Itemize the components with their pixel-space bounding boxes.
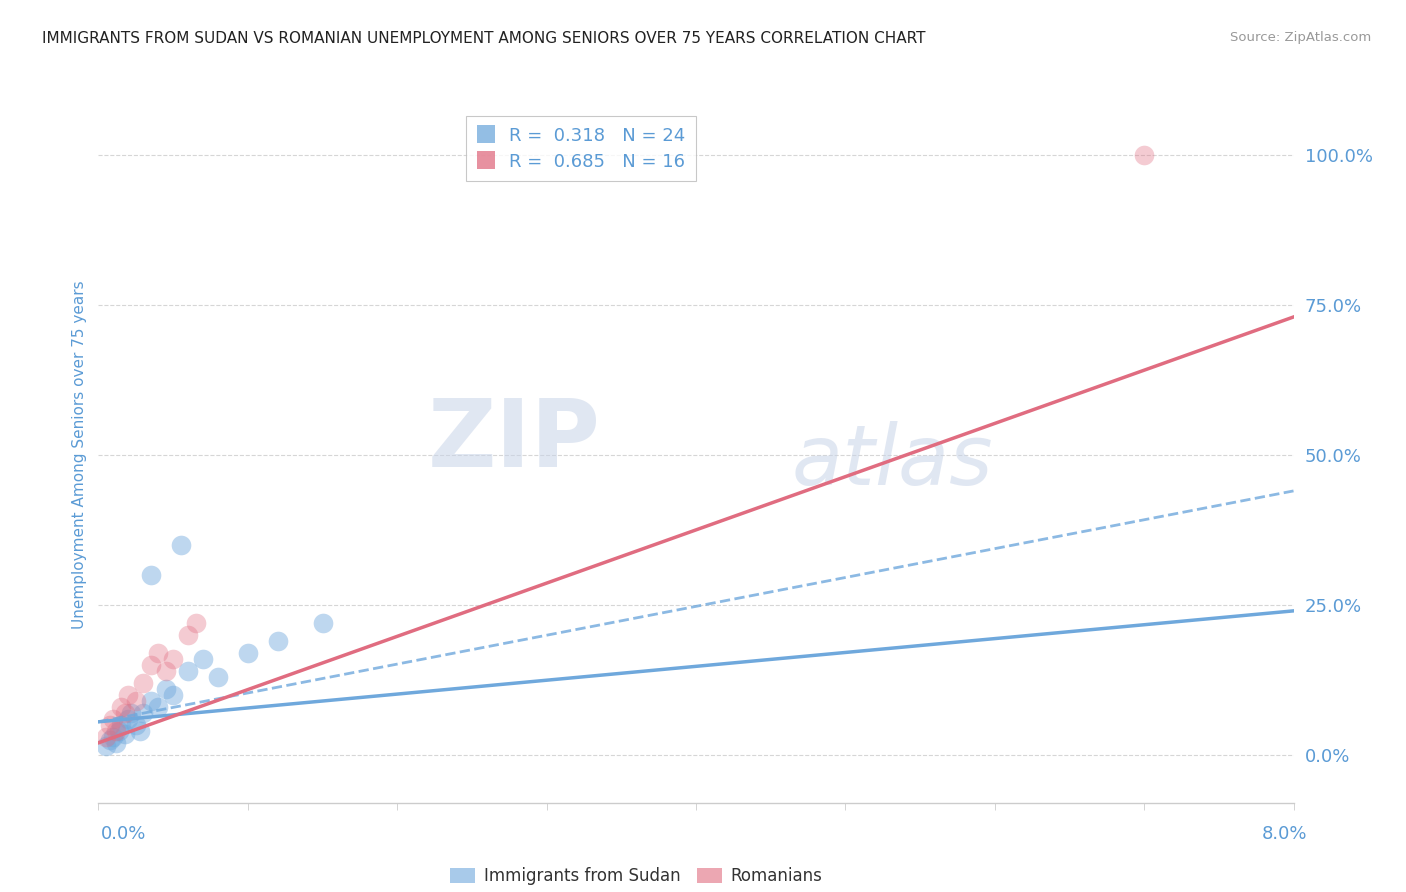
Text: 0.0%: 0.0%: [101, 825, 146, 843]
Point: [117, 688, 139, 702]
Point: [94, 730, 117, 744]
Point: [155, 681, 177, 696]
Point: [125, 718, 148, 732]
Text: ZIP: ZIP: [427, 395, 600, 487]
Point: [139, 567, 162, 582]
Point: [103, 712, 125, 726]
Point: [129, 723, 152, 738]
Point: [98, 718, 122, 732]
Point: [120, 706, 142, 720]
Text: Source: ZipAtlas.com: Source: ZipAtlas.com: [1230, 31, 1371, 45]
Point: [105, 723, 128, 738]
Point: [1133, 148, 1156, 162]
Point: [110, 718, 132, 732]
Point: [311, 615, 333, 630]
Point: [108, 723, 131, 738]
Point: [125, 694, 148, 708]
Point: [177, 628, 200, 642]
Point: [267, 633, 290, 648]
Point: [139, 657, 162, 672]
Point: [110, 699, 132, 714]
Point: [98, 732, 122, 747]
Point: [169, 538, 191, 552]
Point: [162, 652, 184, 666]
Point: [94, 739, 117, 753]
Point: [132, 706, 155, 720]
Point: [191, 652, 214, 666]
Point: [162, 688, 184, 702]
Text: IMMIGRANTS FROM SUDAN VS ROMANIAN UNEMPLOYMENT AMONG SENIORS OVER 75 YEARS CORRE: IMMIGRANTS FROM SUDAN VS ROMANIAN UNEMPL…: [42, 31, 925, 46]
Point: [184, 615, 207, 630]
Legend: R =  0.318   N = 24, R =  0.685   N = 16: R = 0.318 N = 24, R = 0.685 N = 16: [465, 116, 696, 181]
Y-axis label: Unemployment Among Seniors over 75 years: Unemployment Among Seniors over 75 years: [72, 281, 87, 629]
Point: [132, 676, 155, 690]
Point: [139, 694, 162, 708]
Text: atlas: atlas: [792, 421, 993, 502]
Text: 8.0%: 8.0%: [1263, 825, 1308, 843]
Point: [207, 670, 229, 684]
Point: [155, 664, 177, 678]
Point: [117, 712, 139, 726]
Point: [114, 706, 136, 720]
Point: [105, 736, 128, 750]
Point: [148, 699, 170, 714]
Point: [236, 646, 259, 660]
Point: [148, 646, 170, 660]
Point: [177, 664, 200, 678]
Point: [103, 730, 125, 744]
Point: [114, 727, 136, 741]
